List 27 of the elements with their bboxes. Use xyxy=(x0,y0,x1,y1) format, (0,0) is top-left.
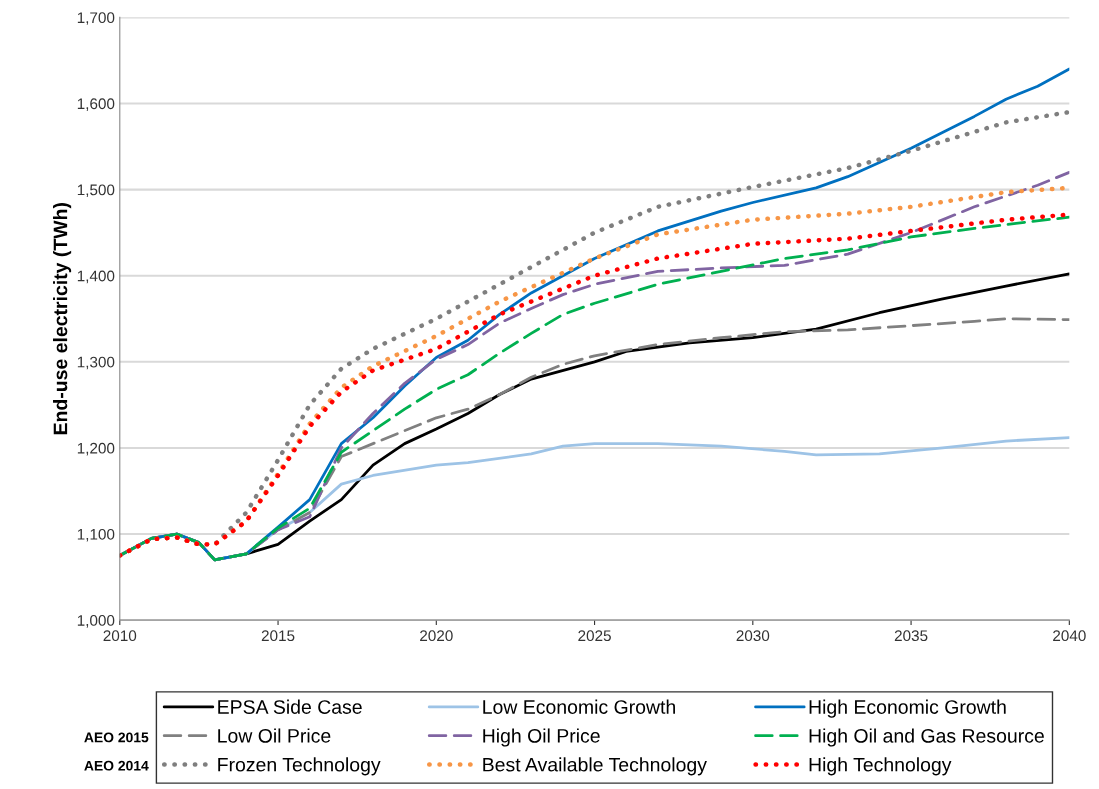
x-tick-label: 2015 xyxy=(261,630,295,642)
x-tick-label: 2035 xyxy=(894,630,928,642)
legend-label: EPSA Side Case xyxy=(218,699,362,714)
text: AEO 2015 xyxy=(84,732,149,743)
y-tick-label: 1,700 xyxy=(77,12,115,25)
x-tick-label: 2025 xyxy=(578,630,611,642)
x-tick-label: 2030 xyxy=(736,630,770,642)
legend-label: High Oil Price xyxy=(483,728,600,747)
y-tick-label: 1,200 xyxy=(77,442,115,456)
y-tick-label: 1,300 xyxy=(77,356,115,370)
legend-label: High Oil and Gas Resource xyxy=(809,728,1044,747)
legend-label: High Economic Growth xyxy=(809,699,1006,718)
legend-label: Frozen Technology xyxy=(218,757,381,776)
x-tick-label: 2040 xyxy=(1053,630,1086,642)
legend-label: Low Oil Price xyxy=(218,728,331,743)
x-tick-label: 2010 xyxy=(103,630,137,642)
legend-label: High Technology xyxy=(809,757,952,776)
y-tick-label: 1,000 xyxy=(77,615,115,628)
y-tick-label: 1,400 xyxy=(77,270,115,284)
legend-label: Best Available Technology xyxy=(483,757,707,776)
legend-label: Low Economic Growth xyxy=(483,699,675,714)
y-tick-label: 1,100 xyxy=(77,528,115,542)
y-tick-label: 1,600 xyxy=(77,98,115,111)
text: AEO 2014 xyxy=(84,760,149,771)
y-axis-title: End-use electricity (TWh) xyxy=(53,203,72,435)
y-tick-label: 1,500 xyxy=(77,184,115,198)
x-tick-label: 2020 xyxy=(420,630,453,642)
